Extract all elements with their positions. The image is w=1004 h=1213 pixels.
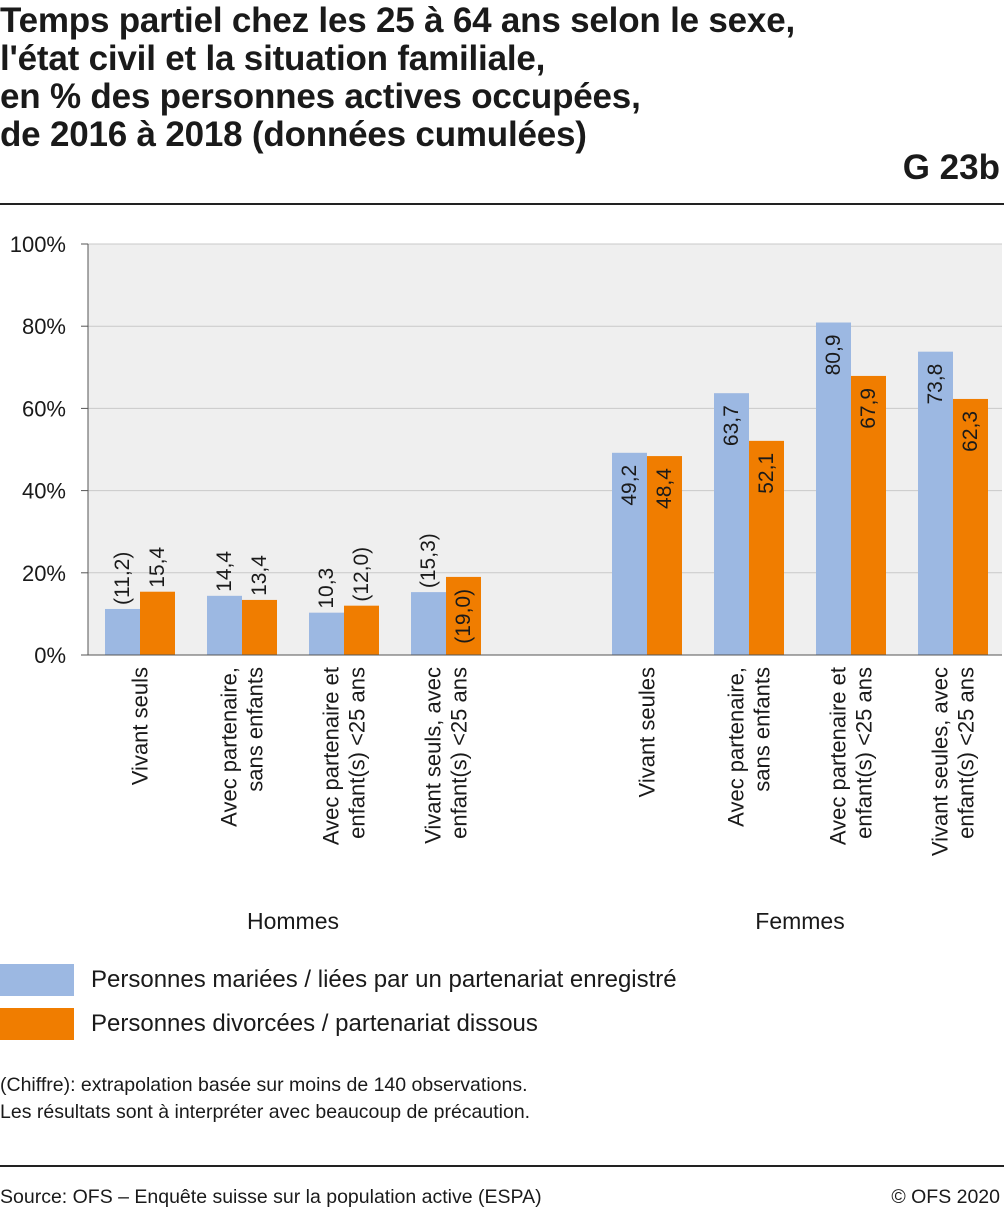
bar	[242, 599, 277, 655]
bar	[749, 440, 784, 655]
title-line-1: Temps partiel chez les 25 à 64 ans selon…	[0, 1, 795, 40]
bar	[105, 608, 140, 655]
chart-code: G 23b	[902, 148, 1000, 187]
category-label: Vivant seules, avec	[928, 667, 953, 856]
y-tick-label: 80%	[22, 314, 66, 339]
bar	[816, 322, 851, 655]
legend-swatch-married	[0, 964, 74, 996]
footnote-line-2: Les résultats sont à interpréter avec be…	[0, 1101, 531, 1123]
y-tick-label: 100%	[10, 232, 66, 257]
data-label: 49,2	[618, 465, 641, 506]
y-tick-label: 60%	[22, 396, 66, 421]
group-label: Hommes	[247, 908, 339, 934]
legend-label-married: Personnes mariées / liées par un partena…	[91, 966, 677, 993]
data-label: 63,7	[720, 405, 743, 446]
bar	[953, 398, 988, 655]
bar	[344, 605, 379, 655]
y-tick-label: 40%	[22, 479, 66, 504]
chart-title: Temps partiel chez les 25 à 64 ans selon…	[0, 2, 900, 154]
bar	[612, 452, 647, 655]
group-label: Femmes	[755, 908, 844, 934]
category-label: enfant(s) <25 ans	[954, 667, 979, 839]
bar	[446, 576, 481, 655]
bar	[918, 351, 953, 655]
bar	[140, 591, 175, 655]
y-tick-label: 0%	[34, 643, 66, 668]
data-label: 80,9	[822, 335, 845, 376]
legend-swatch-divorced	[0, 1008, 74, 1040]
category-label: Vivant seuls	[128, 667, 153, 785]
title-line-2: l'état civil et la situation familiale,	[0, 39, 546, 78]
source-text: Source: OFS – Enquête suisse sur la popu…	[0, 1186, 542, 1208]
bottom-divider	[0, 1165, 1004, 1167]
bar	[851, 375, 886, 655]
bar	[411, 592, 446, 655]
category-label: Avec partenaire,	[217, 667, 242, 827]
data-label: (19,0)	[452, 589, 475, 644]
category-label: enfant(s) <25 ans	[345, 667, 370, 839]
legend-item-divorced: Personnes divorcées / partenariat dissou…	[0, 1007, 538, 1041]
data-label: 62,3	[959, 411, 982, 452]
top-divider	[0, 203, 1004, 205]
title-line-3: en % des personnes actives occupées,	[0, 77, 641, 116]
data-label: (12,0)	[350, 547, 373, 602]
legend-item-married: Personnes mariées / liées par un partena…	[0, 963, 677, 997]
bar	[309, 612, 344, 655]
category-label: sans enfants	[750, 667, 775, 792]
category-label: Avec partenaire et	[826, 667, 851, 845]
data-label: 14,4	[213, 551, 236, 592]
category-label: sans enfants	[243, 667, 268, 792]
footnote: (Chiffre): extrapolation basée sur moins…	[0, 1072, 530, 1126]
data-label: 67,9	[857, 388, 880, 429]
category-label: enfant(s) <25 ans	[852, 667, 877, 839]
category-label: enfant(s) <25 ans	[447, 667, 472, 839]
category-label: Avec partenaire,	[724, 667, 749, 827]
data-label: 13,4	[248, 555, 271, 596]
footnote-line-1: (Chiffre): extrapolation basée sur moins…	[0, 1074, 528, 1096]
data-label: (11,2)	[111, 552, 134, 605]
data-label: 10,3	[315, 568, 338, 609]
bar	[714, 393, 749, 655]
category-label: Avec partenaire et	[319, 667, 344, 845]
data-label: (15,3)	[417, 533, 440, 588]
data-label: 52,1	[755, 453, 778, 494]
copyright-text: © OFS 2020	[891, 1186, 1000, 1208]
legend-label-divorced: Personnes divorcées / partenariat dissou…	[91, 1010, 538, 1037]
category-label: Vivant seuls, avec	[421, 667, 446, 844]
bar	[647, 456, 682, 655]
bar	[207, 595, 242, 655]
y-tick-label: 20%	[22, 561, 66, 586]
data-label: 15,4	[146, 547, 169, 588]
data-label: 48,4	[653, 468, 676, 509]
title-line-4: de 2016 à 2018 (données cumulées)	[0, 115, 587, 154]
data-label: 73,8	[924, 364, 947, 405]
category-label: Vivant seules	[635, 667, 660, 797]
bar-chart: 0% 20% 40% 60% 80% 100% (11,2) 15,4 14,4 13,4 10,3…	[10, 232, 1002, 934]
